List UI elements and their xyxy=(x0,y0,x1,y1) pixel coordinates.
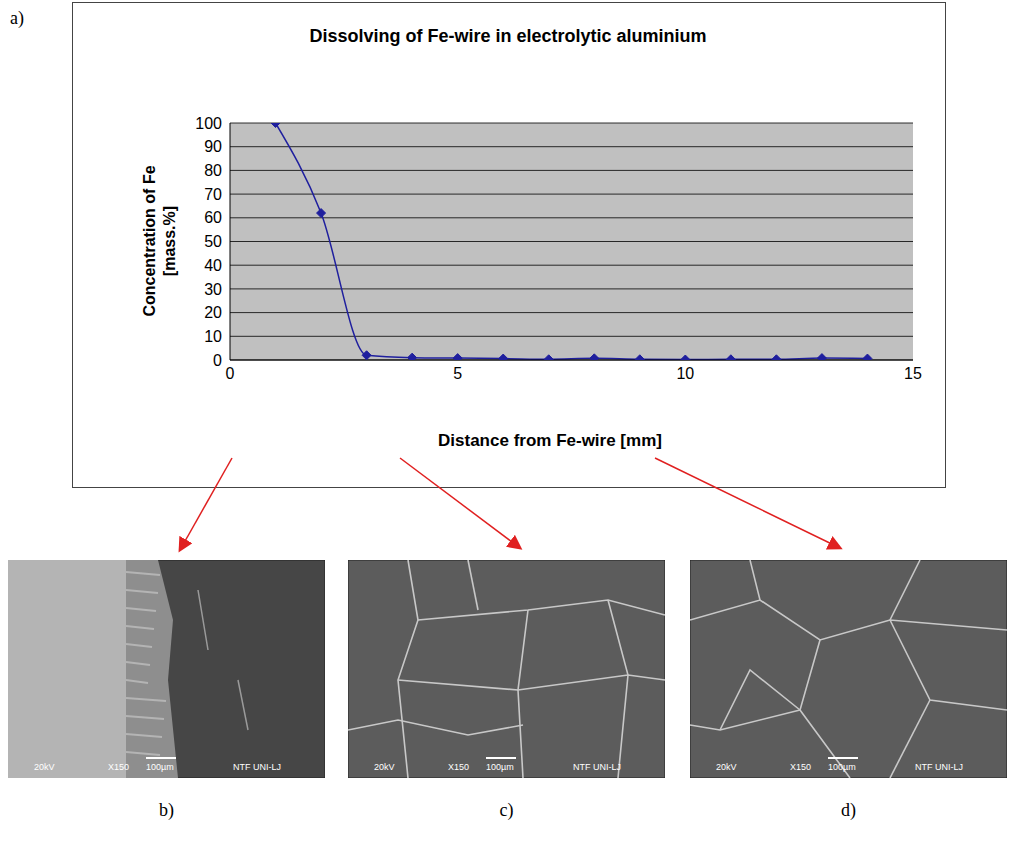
svg-text:NTF UNI-LJ: NTF UNI-LJ xyxy=(573,762,621,772)
svg-text:X150: X150 xyxy=(448,762,469,772)
svg-text:100µm: 100µm xyxy=(486,762,514,772)
svg-text:20kV: 20kV xyxy=(374,762,395,772)
svg-text:NTF UNI-LJ: NTF UNI-LJ xyxy=(233,762,281,772)
svg-text:X150: X150 xyxy=(790,762,811,772)
svg-text:15: 15 xyxy=(904,365,922,382)
svg-text:50: 50 xyxy=(204,233,222,250)
html-text:d): d) xyxy=(841,800,856,820)
svg-text:40: 40 xyxy=(204,257,222,274)
svg-text:X150: X150 xyxy=(108,762,129,772)
svg-text:0: 0 xyxy=(226,365,235,382)
svg-text:10: 10 xyxy=(676,365,694,382)
svg-text:90: 90 xyxy=(204,138,222,155)
svg-text:70: 70 xyxy=(204,186,222,203)
svg-text:100: 100 xyxy=(195,115,222,132)
svg-text:0: 0 xyxy=(213,352,222,369)
html-text:c): c) xyxy=(499,800,514,820)
html-text:a): a) xyxy=(10,8,24,28)
svg-text:60: 60 xyxy=(204,209,222,226)
svg-text:NTF UNI-LJ: NTF UNI-LJ xyxy=(915,762,963,772)
svg-text:Concentration of Fe[mass.%]: Concentration of Fe[mass.%] xyxy=(141,165,178,316)
svg-text:20kV: 20kV xyxy=(716,762,737,772)
html-text:Dissolving of Fe-wire in elect: Dissolving of Fe-wire in electrolytic al… xyxy=(309,26,707,46)
svg-text:30: 30 xyxy=(204,281,222,298)
svg-text:100µm: 100µm xyxy=(828,762,856,772)
svg-text:Distance from Fe-wire [mm]: Distance from Fe-wire [mm] xyxy=(438,431,662,450)
svg-text:20: 20 xyxy=(204,304,222,321)
svg-text:100µm: 100µm xyxy=(146,762,174,772)
html-text:b): b) xyxy=(159,800,174,820)
svg-text:80: 80 xyxy=(204,162,222,179)
svg-text:20kV: 20kV xyxy=(34,762,55,772)
svg-text:5: 5 xyxy=(453,365,462,382)
svg-text:10: 10 xyxy=(204,328,222,345)
